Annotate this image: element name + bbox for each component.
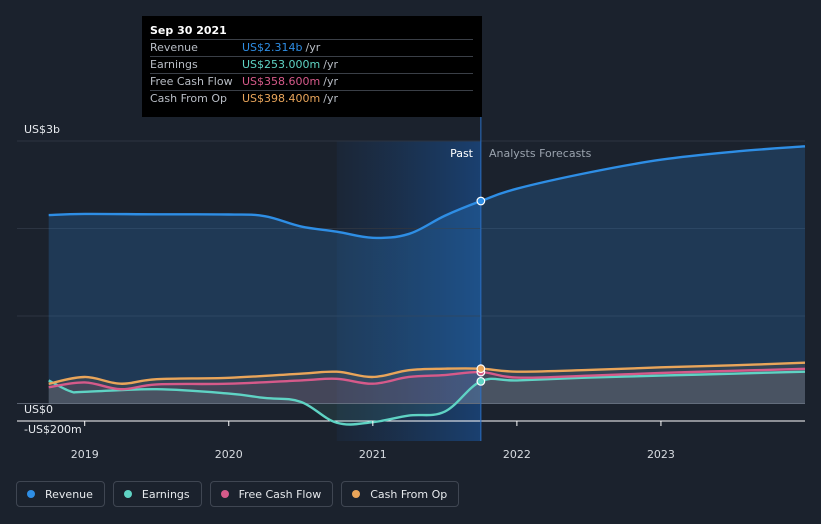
earnings-marker xyxy=(476,376,486,386)
gridlines xyxy=(17,140,805,422)
tooltip-row-value: US$358.600m xyxy=(242,75,321,88)
x-tick-label: 2020 xyxy=(215,448,243,461)
legend-dot-icon xyxy=(27,490,35,498)
tooltip-row-unit: /yr xyxy=(323,92,338,105)
tooltip-row: Revenue US$2.314b/yr xyxy=(150,39,473,56)
earnings-area xyxy=(48,371,805,425)
legend-dot-icon xyxy=(220,490,229,498)
tooltip-row-name: Revenue xyxy=(150,41,198,54)
cash-from-op-line xyxy=(48,361,806,385)
tooltip-row: Free Cash Flow US$358.600m/yr xyxy=(150,73,473,90)
tooltip-date: Sep 30 2021 xyxy=(150,24,227,37)
y-axis-label-min: -US$200m xyxy=(24,423,82,436)
x-tick-label: 2022 xyxy=(503,448,531,461)
legend-item-earnings[interactable]: Earnings xyxy=(112,481,202,507)
free-cash-flow-line xyxy=(48,367,806,391)
legend-dot-icon xyxy=(352,490,361,498)
series-markers xyxy=(476,196,486,386)
legend-item-free-cash-flow[interactable]: Free Cash Flow xyxy=(209,481,334,507)
past-label: Past xyxy=(450,147,474,160)
tooltip-row-value: US$253.000m xyxy=(242,58,321,71)
legend-label: Revenue xyxy=(45,487,93,501)
tooltip-row-unit: /yr xyxy=(323,75,338,88)
tooltip-row-name: Free Cash Flow xyxy=(150,75,233,88)
x-axis: 2019 2020 2021 2022 2023 xyxy=(71,421,675,461)
data-tooltip: Sep 30 2021 Revenue US$2.314b/yr Earnings U… xyxy=(142,16,482,117)
chart-legend: Revenue Earnings Free Cash Flow Cash From O… xyxy=(16,481,460,507)
tooltip-row-unit: /yr xyxy=(305,41,321,54)
revenue-marker xyxy=(476,196,486,206)
tooltip-row-value: US$398.400m xyxy=(242,92,321,105)
x-tick-label: 2019 xyxy=(71,448,99,461)
legend-dot-icon xyxy=(123,490,132,498)
x-tick-label: 2023 xyxy=(647,448,675,461)
y-axis-label-max: US$3b xyxy=(24,123,60,136)
y-axis-label-zero: US$0 xyxy=(24,403,53,416)
revenue-area xyxy=(48,146,805,404)
past-highlight-band xyxy=(336,141,481,441)
tooltip-row: Earnings US$253.000m/yr xyxy=(150,56,473,73)
legend-label: Earnings xyxy=(141,487,190,501)
tooltip-row: Cash From Op US$398.400m/yr xyxy=(150,90,473,107)
tooltip-row-name: Cash From Op xyxy=(150,92,228,105)
x-tick-label: 2021 xyxy=(359,448,387,461)
analysts-forecasts-label: Analysts Forecasts xyxy=(489,147,592,160)
legend-item-cash-from-op[interactable]: Cash From Op xyxy=(341,481,460,507)
cash-from-op-marker xyxy=(476,364,486,374)
tooltip-row-value: US$2.314b xyxy=(242,41,303,54)
legend-item-revenue[interactable]: Revenue xyxy=(16,481,105,507)
tooltip-row-unit: /yr xyxy=(323,58,338,71)
legend-label: Cash From Op xyxy=(370,487,448,501)
revenue-line xyxy=(48,145,806,240)
tooltip-row-name: Earnings xyxy=(150,58,198,71)
legend-label: Free Cash Flow xyxy=(238,487,322,501)
